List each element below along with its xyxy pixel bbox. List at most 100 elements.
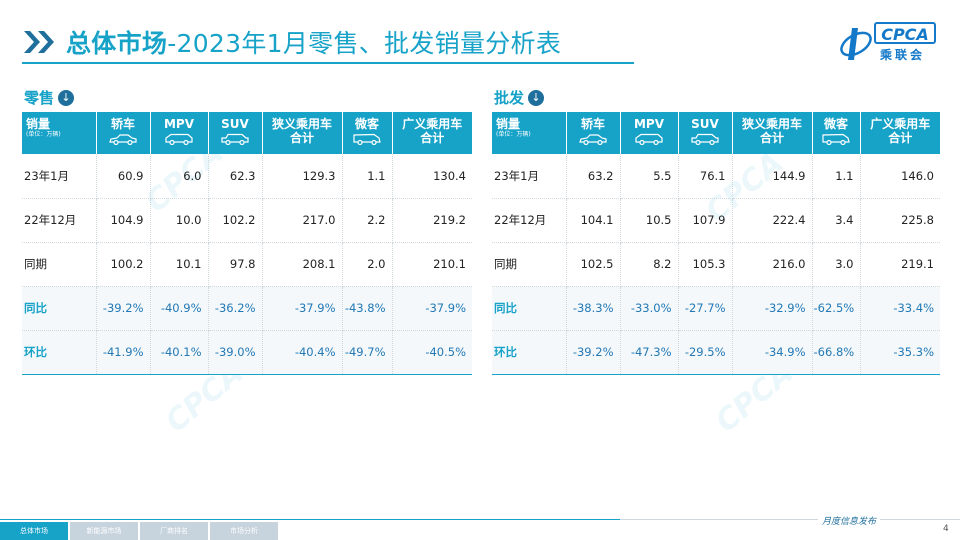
table-cell: 219.1 xyxy=(860,242,940,287)
table-row: 23年1月 63.2 5.5 76.1 144.9 1.1 146.0 xyxy=(492,154,940,199)
table-cell: -36.2% xyxy=(208,286,263,331)
table-cell: 216.0 xyxy=(732,242,813,287)
table-row: 同比 -38.3% -33.0% -27.7% -32.9% -62.5% -33.4% xyxy=(492,286,940,331)
table-cell: 6.0 xyxy=(150,154,209,199)
table-cell: -37.9% xyxy=(392,286,472,331)
page-title-strong: 总体市场 xyxy=(66,29,168,58)
column-header: 狭义乘用车 合计 xyxy=(732,112,813,154)
row-label: 22年12月 xyxy=(492,198,567,243)
footer-tab[interactable]: 市场分析 xyxy=(210,522,278,540)
table-cell: -35.3% xyxy=(860,330,940,375)
table-cell: 210.1 xyxy=(392,242,472,287)
retail-label: 零售 xyxy=(24,89,55,107)
logo-abbr: CPCA xyxy=(874,22,936,44)
table-cell: 107.9 xyxy=(678,198,733,243)
logo-cn: 乘联会 xyxy=(880,48,926,62)
table-cell: -40.5% xyxy=(392,330,472,375)
table-header-row: 销量 (单位：万辆) 轿车 MPV SUV 狭义乘用车 合计 微客 广义乘用车 合计 xyxy=(22,112,472,154)
column-header-label: 合计 xyxy=(289,131,314,145)
arrow-down-circle-icon: ↓ xyxy=(528,89,545,106)
table-cell: -32.9% xyxy=(732,286,813,331)
table-cell: 222.4 xyxy=(732,198,813,243)
table-cell: 225.8 xyxy=(860,198,940,243)
table-cell: -40.4% xyxy=(262,330,343,375)
column-header: 狭义乘用车 合计 xyxy=(262,112,343,154)
table-cell: -38.3% xyxy=(566,286,621,331)
table-row: 22年12月 104.9 10.0 102.2 217.0 2.2 219.2 xyxy=(22,198,472,243)
footer-tab[interactable]: 总体市场 xyxy=(0,522,68,540)
column-header: 广义乘用车 合计 xyxy=(392,112,472,154)
column-header-label: 微客 xyxy=(354,117,379,131)
table-cell: -33.0% xyxy=(620,286,679,331)
table-row: 同期 100.2 10.1 97.8 208.1 2.0 210.1 xyxy=(22,242,472,287)
table-cell: -27.7% xyxy=(678,286,733,331)
footer-tab[interactable]: 新能源市场 xyxy=(70,522,138,540)
table-row: 23年1月 60.9 6.0 62.3 129.3 1.1 130.4 xyxy=(22,154,472,199)
table-cell: 219.2 xyxy=(392,198,472,243)
row-label: 同比 xyxy=(22,286,97,331)
row-label: 同比 xyxy=(492,286,567,331)
row-label: 23年1月 xyxy=(492,154,567,199)
column-header-label: 销量 xyxy=(26,117,51,131)
column-header-label: 合计 xyxy=(888,131,913,145)
unit-label: (单位：万辆) xyxy=(26,131,61,138)
column-header: MPV xyxy=(150,112,209,154)
table-cell: 62.3 xyxy=(208,154,263,199)
table-cell: 102.5 xyxy=(566,242,621,287)
table-cell: -40.9% xyxy=(150,286,209,331)
column-header: 轿车 xyxy=(566,112,621,154)
column-header-label: 广义乘用车 xyxy=(870,117,931,131)
table-row: 同期 102.5 8.2 105.3 216.0 3.0 219.1 xyxy=(492,242,940,287)
arrow-down-circle-icon: ↓ xyxy=(58,89,75,106)
column-header-label: 广义乘用车 xyxy=(402,117,463,131)
column-header: 微客 xyxy=(342,112,393,154)
column-header-label: 狭义乘用车 xyxy=(741,117,802,131)
column-header-label: MPV xyxy=(633,117,665,131)
page-title: 总体市场-2023年1月零售、批发销量分析表 xyxy=(66,24,561,60)
mpv-icon xyxy=(623,133,676,148)
table-cell: 8.2 xyxy=(620,242,679,287)
table-row: 环比 -39.2% -47.3% -29.5% -34.9% -66.8% -35.3% xyxy=(492,330,940,375)
wholesale-table: 销量 (单位：万辆) 轿车 MPV SUV 狭义乘用车 合计 微客 广义乘用车 合计 23年1月 63… xyxy=(492,112,940,375)
page-title-rest: -2023年1月零售、批发销量分析表 xyxy=(167,29,562,58)
column-header-label: 轿车 xyxy=(580,117,605,131)
table-cell: 104.1 xyxy=(566,198,621,243)
sedan-icon xyxy=(569,133,618,148)
column-header: SUV xyxy=(678,112,733,154)
column-header-label: MPV xyxy=(163,117,195,131)
retail-section-label: 零售 ↓ xyxy=(24,87,75,108)
table-cell: -47.3% xyxy=(620,330,679,375)
table-cell: 10.0 xyxy=(150,198,209,243)
footer-tab[interactable]: 厂商排名 xyxy=(140,522,208,540)
unit-label: (单位：万辆) xyxy=(496,131,531,138)
table-cell: 129.3 xyxy=(262,154,343,199)
table-cell: 10.1 xyxy=(150,242,209,287)
row-label: 23年1月 xyxy=(22,154,97,199)
table-cell: 217.0 xyxy=(262,198,343,243)
table-cell: 5.5 xyxy=(620,154,679,199)
table-cell: -34.9% xyxy=(732,330,813,375)
table-cell: 2.2 xyxy=(342,198,393,243)
table-row: 环比 -41.9% -40.1% -39.0% -40.4% -49.7% -40.5% xyxy=(22,330,472,375)
suv-icon xyxy=(681,133,730,148)
table-cell: -39.2% xyxy=(566,330,621,375)
table-cell: -29.5% xyxy=(678,330,733,375)
table-cell: -62.5% xyxy=(812,286,861,331)
minivan-icon xyxy=(815,133,858,148)
column-header-label: 合计 xyxy=(420,131,445,145)
column-header: MPV xyxy=(620,112,679,154)
column-header-sales: 销量 (单位：万辆) xyxy=(492,112,567,154)
row-label: 同期 xyxy=(492,242,567,287)
wholesale-section-label: 批发 ↓ xyxy=(494,87,545,108)
column-header-sales: 销量 (单位：万辆) xyxy=(22,112,97,154)
column-header: 轿车 xyxy=(96,112,151,154)
title-underline xyxy=(22,62,634,64)
footer-divider-right xyxy=(620,519,960,520)
row-label: 同期 xyxy=(22,242,97,287)
row-label: 环比 xyxy=(22,330,97,375)
table-row: 22年12月 104.1 10.5 107.9 222.4 3.4 225.8 xyxy=(492,198,940,243)
column-header-label: 合计 xyxy=(759,131,784,145)
table-header-row: 销量 (单位：万辆) 轿车 MPV SUV 狭义乘用车 合计 微客 广义乘用车 合计 xyxy=(492,112,940,154)
table-cell: 63.2 xyxy=(566,154,621,199)
table-cell: 1.1 xyxy=(342,154,393,199)
